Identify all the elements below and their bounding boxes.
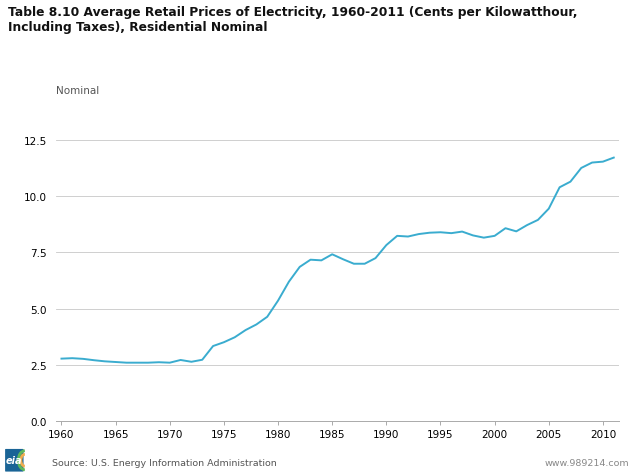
Text: Table 8.10 Average Retail Prices of Electricity, 1960-2011 (Cents per Kilowattho: Table 8.10 Average Retail Prices of Elec… bbox=[8, 6, 577, 19]
FancyBboxPatch shape bbox=[5, 449, 24, 472]
Text: eia: eia bbox=[6, 456, 23, 465]
Text: www.989214.com: www.989214.com bbox=[545, 458, 629, 467]
Text: Source: U.S. Energy Information Administration: Source: U.S. Energy Information Administ… bbox=[52, 458, 277, 467]
Text: Including Taxes), Residential Nominal: Including Taxes), Residential Nominal bbox=[8, 21, 267, 34]
Text: Nominal: Nominal bbox=[56, 86, 99, 96]
